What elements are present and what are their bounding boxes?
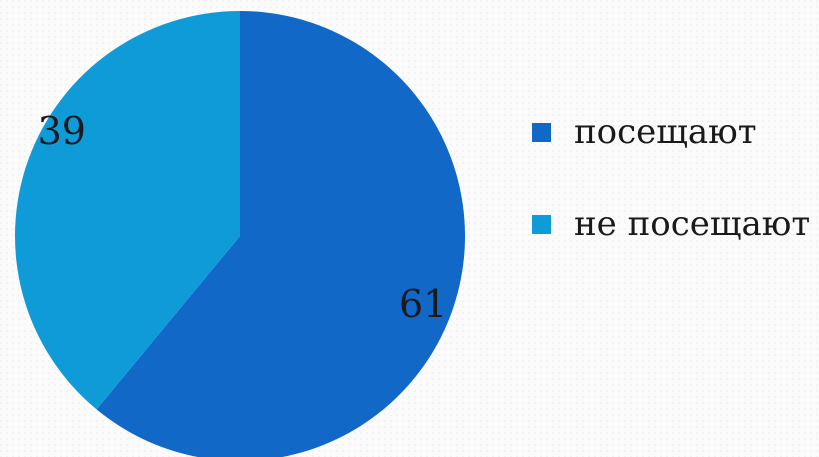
legend-item-attend: посещают [532,110,817,154]
legend-label-attend: посещают [574,112,757,152]
pie-slice-attend [96,11,465,457]
legend: посещают не посещают [532,110,817,246]
data-label-not-attend: 39 [38,109,86,153]
legend-swatch-attend [532,123,551,142]
data-label-attend: 61 [399,282,447,326]
pie-data-labels: 61 39 [38,109,448,326]
pie-slice-not-attend [15,11,240,410]
legend-item-not-attend: не посещают [532,202,817,246]
pie-slices [15,11,465,457]
legend-label-not-attend: не посещают [574,204,811,244]
legend-swatch-not-attend [532,215,551,234]
